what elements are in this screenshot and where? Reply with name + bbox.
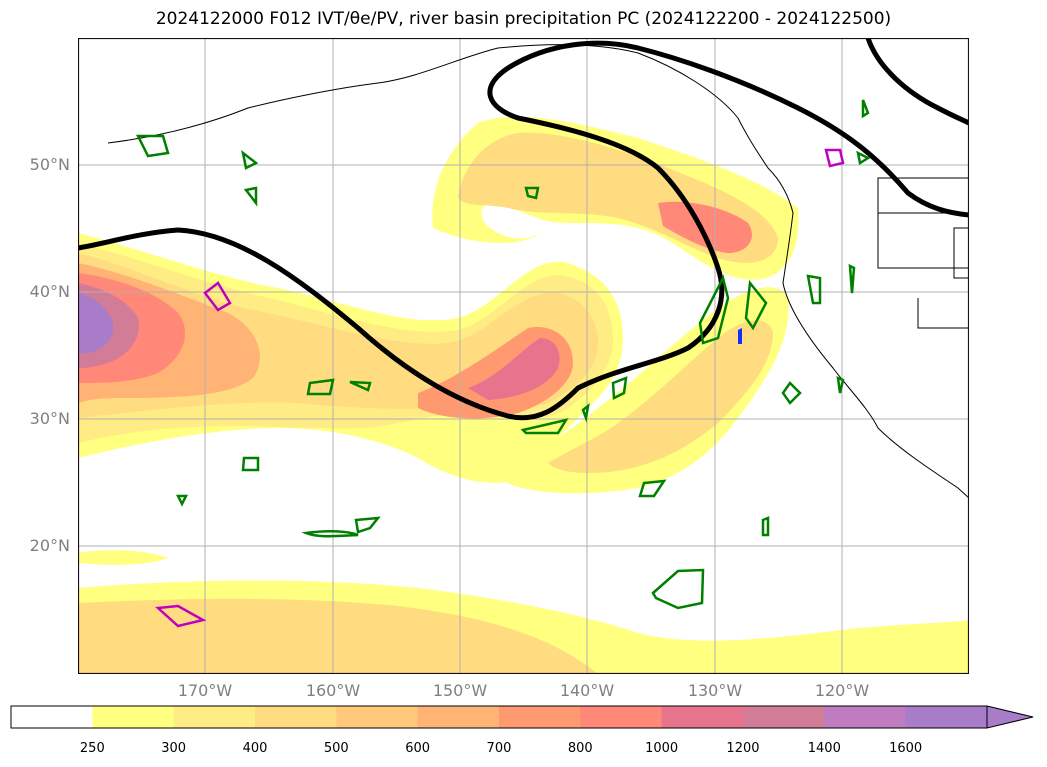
- ivt-band-800-north: [658, 201, 752, 253]
- lon-label-140w: 140°W: [559, 681, 615, 700]
- colorbar-swatch: [254, 706, 337, 728]
- lon-label-120w: 120°W: [814, 681, 870, 700]
- colorbar-tick-label: 700: [486, 741, 512, 756]
- map-border: [78, 38, 969, 674]
- ivt-band-1000-central: [468, 338, 560, 400]
- colorbar-swatch: [905, 706, 988, 728]
- colorbar-swatch: [173, 706, 256, 728]
- lat-label-30: 30°N: [29, 409, 70, 428]
- blue-marker: [738, 328, 742, 344]
- colorbar-swatch: [498, 706, 581, 728]
- colorbar-outline: [10, 705, 988, 729]
- colorbar-swatch: [742, 706, 825, 728]
- ivt-band-250-south-island: [78, 550, 168, 565]
- lon-label-160w: 160°W: [305, 681, 361, 700]
- ivt-band-400-coast: [548, 320, 773, 474]
- colorbar-swatch: [661, 706, 744, 728]
- lon-label-130w: 130°W: [687, 681, 743, 700]
- lat-label-40: 40°N: [29, 282, 70, 301]
- colorbar-tick-label: 500: [323, 741, 349, 756]
- colorbar-tick-label: 400: [242, 741, 268, 756]
- lat-label-20: 20°N: [29, 536, 70, 555]
- colorbar-tick-label: 300: [161, 741, 187, 756]
- lon-label-150w: 150°W: [432, 681, 488, 700]
- ivt-band-1600: [78, 293, 114, 354]
- colorbar-swatch: [92, 706, 175, 728]
- colorbar-tick-label: 600: [405, 741, 431, 756]
- colorbar-extend-arrow: [986, 705, 1034, 729]
- ivt-band-300-south: [78, 598, 598, 674]
- colorbar-swatch: [11, 706, 93, 728]
- colorbar-swatch: [580, 706, 663, 728]
- colorbar-tick-label: 1000: [645, 741, 679, 756]
- map-title: 2024122000 F012 IVT/θe/PV, river basin p…: [155, 9, 892, 29]
- colorbar-tick-label: 1600: [889, 741, 923, 756]
- ivt-shading: [78, 116, 969, 674]
- map-canvas: [78, 38, 969, 674]
- colorbar-tick-label: 1400: [807, 741, 841, 756]
- lon-label-170w: 170°W: [177, 681, 233, 700]
- colorbar-swatch: [336, 706, 419, 728]
- colorbar-tick-label: 800: [567, 741, 593, 756]
- lat-label-50: 50°N: [29, 155, 70, 174]
- precip-contours: [135, 99, 871, 610]
- colorbar-tick-label: 250: [79, 741, 105, 756]
- pv-contour: [78, 38, 969, 421]
- extreme-contours: [155, 148, 845, 628]
- colorbar-swatch: [417, 706, 500, 728]
- colorbar-tick-label: 1200: [726, 741, 760, 756]
- colorbar-swatch: [824, 706, 907, 728]
